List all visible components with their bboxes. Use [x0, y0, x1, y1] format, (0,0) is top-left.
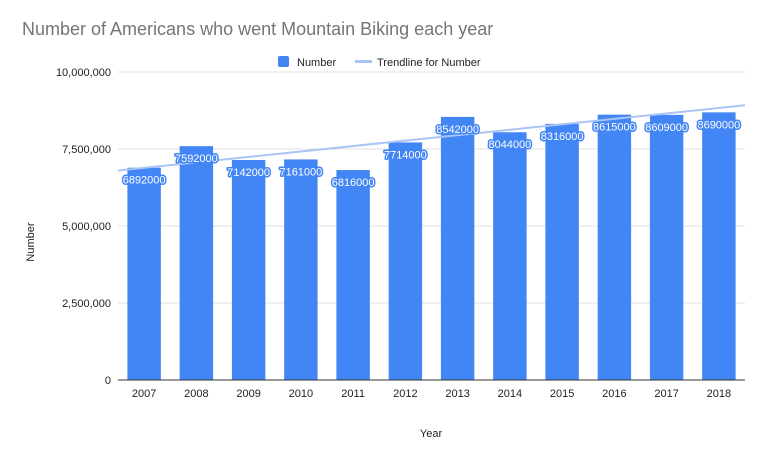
legend-label-trendline: Trendline for Number	[377, 57, 481, 69]
x-tick-label: 2011	[341, 388, 365, 400]
data-label: 8690000	[697, 119, 740, 131]
bar	[388, 142, 423, 380]
bar	[597, 114, 632, 381]
y-axis-ticks: 0 2,500,000 5,000,000 7,500,000 10,000,000	[56, 67, 111, 387]
x-tick-label: 2017	[654, 388, 678, 400]
x-tick-label: 2015	[550, 388, 574, 400]
x-tick-label: 2010	[289, 388, 313, 400]
x-tick-label: 2008	[184, 388, 208, 400]
data-label: 6892000	[123, 175, 166, 187]
x-tick-label: 2018	[707, 388, 731, 400]
legend-swatch-number	[278, 56, 289, 67]
x-tick-label: 2016	[602, 388, 626, 400]
bar	[127, 167, 161, 380]
bar	[336, 170, 370, 380]
bar	[440, 116, 475, 380]
bar	[493, 132, 527, 380]
bar	[179, 146, 214, 380]
bar	[545, 123, 579, 381]
x-tick-label: 2007	[132, 388, 156, 400]
legend: Number Trendline for Number	[278, 56, 481, 69]
bar	[649, 114, 684, 380]
trendline-line	[117, 104, 746, 172]
data-label: 7142000	[227, 167, 270, 179]
x-axis-title: Year	[420, 428, 443, 440]
y-tick-label: 7,500,000	[62, 144, 111, 156]
bars	[127, 112, 736, 381]
y-tick-label: 10,000,000	[56, 67, 111, 79]
data-labels: 6892000 7592000 7142000 7161000 6816000 77140…	[121, 118, 742, 191]
data-label: 8615000	[593, 122, 636, 134]
data-label: 8609000	[645, 122, 688, 134]
x-tick-label: 2009	[236, 388, 260, 400]
data-label: 7714000	[384, 149, 427, 161]
y-tick-label: 5,000,000	[62, 221, 111, 233]
x-axis-ticks: 2007 2008 2009 2010 2011 2012 2013 2014 2015 2016…	[132, 388, 731, 400]
data-label: 6816000	[332, 177, 375, 189]
y-axis-title: Number	[25, 222, 37, 261]
data-label: 8316000	[541, 131, 584, 143]
data-label: 7592000	[175, 153, 218, 165]
data-label: 8542000	[436, 124, 479, 136]
x-tick-label: 2013	[445, 388, 469, 400]
data-label: 7161000	[279, 166, 322, 178]
trendline	[117, 104, 746, 172]
y-tick-label: 0	[105, 375, 111, 387]
bar	[231, 160, 266, 380]
bar	[284, 159, 318, 380]
y-tick-label: 2,500,000	[62, 298, 111, 310]
gridlines	[118, 71, 745, 304]
data-label: 8044000	[488, 139, 531, 151]
x-tick-label: 2014	[498, 388, 522, 400]
bar	[702, 112, 736, 381]
chart-title: Number of Americans who went Mountain Bi…	[22, 19, 493, 39]
legend-label-number: Number	[297, 57, 336, 69]
x-tick-label: 2012	[393, 388, 417, 400]
